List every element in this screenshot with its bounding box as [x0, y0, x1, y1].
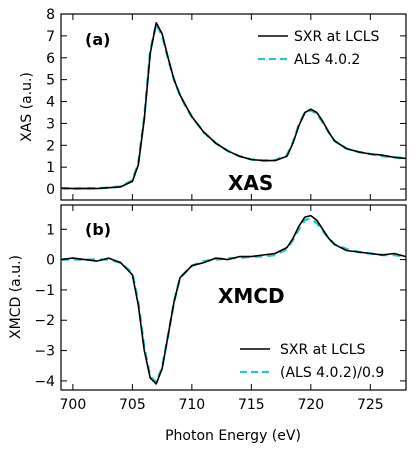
panel-a-ticks: 0 1 2 3 4 5 6 7 8 — [46, 7, 406, 200]
legend-b-sxr-label: SXR at LCLS — [280, 342, 366, 358]
panel-a-series — [60, 21, 407, 190]
panel-a-ylabel: XAS (a.u.) — [19, 72, 35, 142]
y-tick-label-b--2: −2 — [34, 313, 55, 329]
legend-a-sxr-label: SXR at LCLS — [294, 29, 380, 45]
panel-b-legend: SXR at LCLS (ALS 4.0.2)/0.9 — [240, 342, 384, 381]
series-line-a-1 — [61, 22, 407, 190]
x-tick-label-705: 705 — [119, 397, 146, 413]
y-tick-label-a-2: 2 — [46, 138, 55, 154]
y-tick-label-a-8: 8 — [46, 7, 55, 23]
y-tick-label-b--3: −3 — [34, 344, 55, 360]
panel-b-series — [60, 214, 407, 385]
panel-b-ylabel: XMCD (a.u.) — [8, 255, 24, 339]
y-tick-label-b--1: −1 — [34, 283, 55, 299]
panel-b-overlay-label: XMCD — [218, 284, 285, 308]
x-axis-label: Photon Energy (eV) — [165, 428, 301, 444]
panel-b-xmcd: 700 705 710 715 720 725 −4 −3 −2 −1 0 1 (b) XMCD SX… — [8, 204, 407, 444]
panel-a-label: (a) — [85, 30, 110, 49]
y-tick-label-a-1: 1 — [46, 160, 55, 176]
panel-a-overlay-label: XAS — [228, 171, 273, 195]
x-tick-label-720: 720 — [297, 397, 324, 413]
y-tick-label-a-0: 0 — [46, 182, 55, 198]
legend-a-als-label: ALS 4.0.2 — [294, 52, 360, 68]
x-tick-label-710: 710 — [178, 397, 205, 413]
panel-b-frame — [60, 204, 407, 391]
panel-b-label: (b) — [85, 220, 111, 239]
y-tick-label-a-5: 5 — [46, 73, 55, 89]
y-tick-label-b-1: 1 — [46, 222, 55, 238]
series-line-b-0 — [60, 214, 407, 385]
panel-a-frame — [60, 13, 407, 201]
x-tick-label-725: 725 — [357, 397, 384, 413]
x-tick-label-715: 715 — [238, 397, 265, 413]
y-tick-label-a-7: 7 — [46, 29, 55, 45]
y-tick-label-a-6: 6 — [46, 51, 55, 67]
y-tick-label-b--4: −4 — [34, 374, 55, 390]
y-tick-label-a-4: 4 — [46, 95, 55, 111]
y-tick-label-a-3: 3 — [46, 116, 55, 132]
x-tick-label-700: 700 — [60, 397, 87, 413]
legend-b-als-label: (ALS 4.0.2)/0.9 — [280, 365, 384, 381]
series-line-a-0 — [60, 21, 407, 190]
y-tick-label-b-0: 0 — [46, 253, 55, 269]
panel-a-legend: SXR at LCLS ALS 4.0.2 — [258, 29, 380, 68]
